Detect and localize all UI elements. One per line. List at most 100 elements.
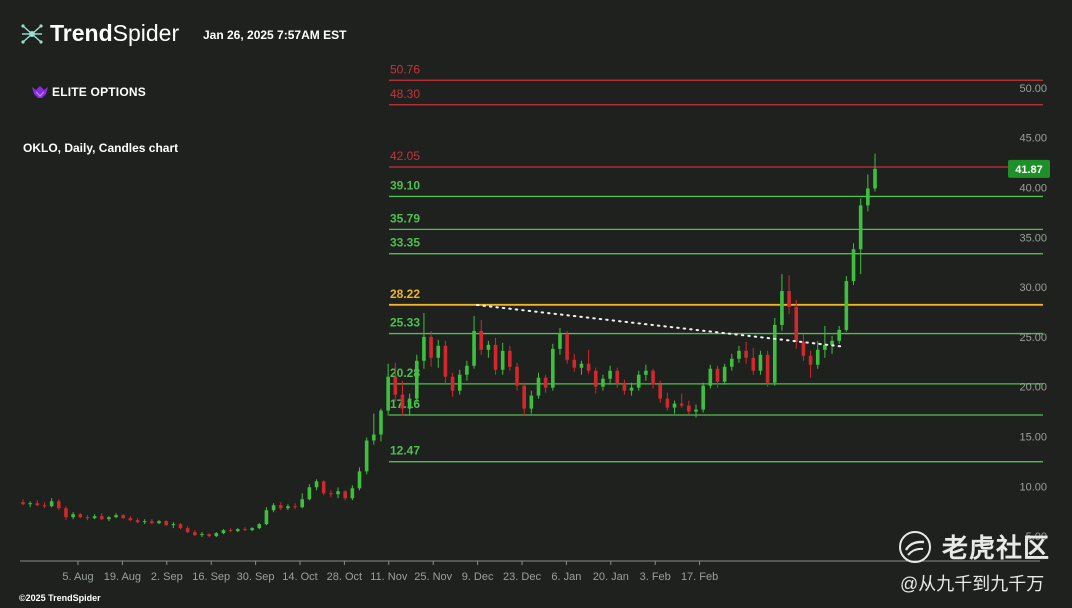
candle-body [407,398,412,409]
candle-body [465,365,469,375]
candle-body [479,330,484,350]
candle-body [157,521,161,524]
candle-body [142,521,147,523]
level-label-50.76: 50.76 [390,62,420,76]
x-tick-label: 23. Dec [503,571,541,583]
y-tick-label: 30.00 [1019,282,1047,294]
candle-body [42,505,47,507]
candle-body [400,394,405,409]
candle-body [85,517,90,519]
candle-body [286,506,290,509]
candle-body [243,529,247,531]
candle-body [543,377,548,388]
level-label-33.35: 33.35 [390,236,420,250]
candle-body [235,529,240,532]
level-label-20.28: 20.28 [390,366,420,380]
candle-body [586,363,591,371]
brand-name-bold: Trend [50,20,113,46]
candle-body [694,409,698,412]
candle-body [264,510,269,525]
candle-body [364,440,369,472]
copyright: ©2025 TrendSpider [19,593,101,603]
candle-body [608,370,612,379]
candle-body [99,516,104,520]
candle-body [708,368,713,386]
candle-body [207,534,211,537]
candles [21,153,877,538]
candle-body [92,516,97,519]
y-tick-label: 50.00 [1019,83,1047,95]
trendline [476,303,846,348]
candle-body [751,357,756,371]
y-tick-label: 10.00 [1019,481,1047,493]
level-label-48.30: 48.30 [390,87,420,101]
candle-body [293,506,297,508]
x-tick-label: 30. Sep [237,571,275,583]
candle-body [486,344,491,350]
trendline-group [476,303,846,348]
candle-body [178,524,183,529]
spider-icon [21,23,43,44]
x-tick-label: 14. Oct [282,571,317,583]
candle-body [472,330,476,366]
chart-title: OKLO, Daily, Candles chart [23,141,179,155]
x-tick-label: 11. Nov [370,571,408,583]
candle-body [615,370,620,384]
candle-body [443,345,448,377]
candle-body [593,370,598,387]
candle-body [629,387,634,391]
level-label-42.05: 42.05 [390,149,420,163]
candle-body [551,348,555,388]
candle-body [71,514,75,518]
candle-body [644,370,648,375]
candle-body [307,487,312,500]
candle-body [536,377,541,396]
candle-body [687,405,691,412]
candle-body [572,359,577,368]
candle-body [379,410,383,435]
candle-body [508,350,512,367]
candle-body [300,499,305,508]
candle-body [429,336,433,358]
candle-body [28,503,32,505]
candle-body [35,503,40,506]
candle-body [343,491,347,499]
candle-body [350,488,355,499]
candle-body [214,533,219,537]
y-tick-label: 25.00 [1019,332,1047,344]
candle-body [21,502,25,505]
candle-body [128,518,133,521]
candle-body [658,384,663,399]
levels: 50.76 48.30 42.05 39.10 35.79 33.35 28.22 25.33… [389,62,1043,463]
candle-body [815,349,820,365]
x-tick-label: 2. Sep [151,571,183,583]
candle-body [565,333,569,360]
candle-body [866,188,870,206]
candle-body [808,355,813,365]
x-tick-label: 19. Aug [104,571,141,583]
candle-body [780,291,784,325]
candle-body [114,515,118,518]
last-price-badge-group: 41.87 [1008,159,1050,178]
watermark-handle: @从九千到九千万 [900,574,1045,594]
y-tick-label: 40.00 [1019,182,1047,194]
candle-body [107,517,111,520]
candle-body [636,374,641,388]
candle-body [336,491,340,495]
watermark-site: 老虎社区 [942,533,1051,563]
candle-body [135,520,140,523]
candle-body [193,532,197,536]
candle-body [730,358,734,367]
candle-body [601,378,605,387]
candle-body [651,370,655,385]
candle-body [372,434,376,441]
candle-body [830,340,834,345]
candle-body [522,385,526,409]
candle-body [393,376,398,395]
candle-body [386,376,390,411]
candle-body [737,350,741,359]
y-tick-label: 15.00 [1019,431,1047,443]
candle-body [772,324,777,383]
level-label-25.33: 25.33 [390,316,420,330]
